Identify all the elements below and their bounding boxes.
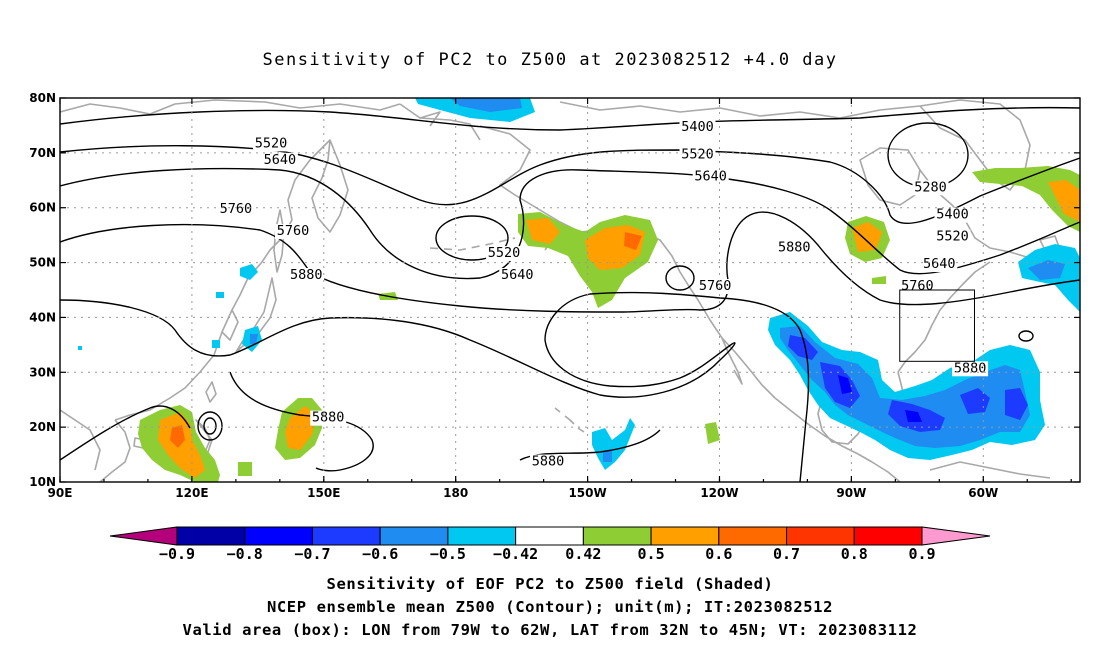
- caption-contour: NCEP ensemble mean Z500 (Contour); unit(…: [266, 598, 834, 616]
- contour-label-bg: [486, 246, 523, 262]
- colorbar-label: −0.6: [362, 545, 398, 563]
- colorbar-swatch: [718, 526, 788, 546]
- contour-label: 5760: [901, 278, 934, 294]
- longitude-label: 90E: [48, 486, 73, 500]
- contour-label-bg: [776, 240, 813, 256]
- contour-label-bg: [310, 410, 347, 426]
- contour-label-bg: [679, 119, 716, 135]
- contour-label-bg: [692, 169, 729, 185]
- contour-label: 5520: [936, 229, 969, 245]
- graticule: [60, 98, 1080, 482]
- colorbar-labels: −0.9 −0.8 −0.7 −0.6 −0.5 −0.42 0.42 0.5 0.6 0.7 0.…: [159, 545, 936, 563]
- valid-area-box: [899, 289, 975, 362]
- latitude-label: 40N: [29, 310, 56, 324]
- colorbar-swatch: [447, 526, 517, 546]
- colorbar-label: −0.7: [294, 545, 330, 563]
- caption-valid-area: Valid area (box): LON from 79W to 62W, L…: [182, 621, 918, 639]
- colorbar: [109, 526, 991, 546]
- latitude-label: 10N: [29, 475, 56, 489]
- contour-label-bg: [697, 279, 734, 294]
- latitude-label: 70N: [29, 146, 56, 160]
- z500-contours: [60, 106, 1080, 482]
- map-title: Sensitivity of PC2 to Z500 at 2023082512…: [262, 50, 838, 70]
- contour-label: 5880: [312, 410, 345, 426]
- contour-label-bg: [261, 152, 298, 168]
- contour-label-bg: [217, 202, 254, 218]
- contour-label: 5280: [914, 179, 947, 195]
- colorbar-label: 0.5: [638, 545, 665, 563]
- colorbar-label: −0.5: [430, 545, 466, 563]
- colorbar-high-extend: [921, 526, 991, 546]
- contour-label-bg: [679, 147, 716, 163]
- caption-shaded: Sensitivity of EOF PC2 to Z500 field (Sh…: [326, 575, 774, 593]
- contour-label-bg: [952, 361, 989, 377]
- latitude-label: 60N: [29, 201, 56, 215]
- contour-label: 5400: [936, 207, 969, 223]
- contour-labels: 5520564057605760588058805400552056405520…: [217, 119, 989, 470]
- latitude-label: 80N: [29, 91, 56, 105]
- colorbar-label: 0.6: [705, 545, 732, 563]
- contour-label-bg: [288, 268, 325, 284]
- longitude-label: 90W: [836, 486, 866, 500]
- longitude-label: 120W: [700, 486, 738, 500]
- longitude-labels: 90E 120E 150E 180 150W 120W 90W 60W: [48, 486, 999, 500]
- latitude-label: 20N: [29, 420, 56, 434]
- colorbar-label: 0.7: [773, 545, 800, 563]
- colorbar-swatch: [379, 526, 449, 546]
- contour-label: 5760: [220, 201, 253, 217]
- contour-label: 5880: [290, 267, 323, 283]
- longitude-label: 180: [443, 486, 468, 500]
- contour-label: 5880: [778, 240, 811, 256]
- colorbar-label: 0.8: [841, 545, 868, 563]
- contour-label-bg: [921, 257, 958, 273]
- contour-label-bg: [934, 229, 971, 245]
- contour-label: 5880: [954, 360, 987, 376]
- latitude-labels: 80N 70N 60N 50N 40N 30N 20N 10N: [29, 91, 56, 489]
- contour-label-bg: [253, 136, 290, 152]
- contour-label-bg: [530, 454, 567, 470]
- colorbar-swatch: [515, 526, 584, 546]
- contour-label-bg: [499, 268, 536, 284]
- colorbar-swatch: [853, 526, 923, 546]
- contour-label-bg: [912, 180, 949, 196]
- contour-label: 5400: [681, 119, 714, 135]
- contour-label: 5640: [694, 168, 727, 184]
- latitude-label: 50N: [29, 256, 56, 270]
- contour-label: 5640: [923, 256, 956, 272]
- map-frame: [59, 97, 1081, 483]
- colorbar-label: −0.9: [159, 545, 195, 563]
- colorbar-swatch: [244, 526, 313, 546]
- contour-label: 5760: [699, 278, 732, 294]
- contour-label: 5640: [264, 152, 297, 168]
- colorbar-label: 0.42: [565, 545, 601, 563]
- contour-label-bg: [934, 207, 971, 223]
- contour-label: 5640: [501, 267, 534, 283]
- colorbar-label: 0.9: [908, 545, 935, 563]
- colorbar-swatch: [650, 526, 720, 546]
- colorbar-swatch: [176, 526, 246, 546]
- longitude-label: 120E: [175, 486, 208, 500]
- colorbar-low-extend: [109, 526, 178, 546]
- contour-label-bg: [275, 224, 312, 240]
- colorbar-swatch: [311, 526, 381, 546]
- contour-label: 5520: [681, 146, 714, 162]
- map-ticks: [59, 97, 1080, 483]
- colorbar-label: −0.8: [227, 545, 263, 563]
- longitude-label: 150E: [307, 486, 340, 500]
- longitude-label: 60W: [968, 486, 998, 500]
- contour-label: 5520: [488, 245, 521, 261]
- colorbar-swatch: [786, 526, 855, 546]
- colorbar-label: −0.42: [493, 545, 538, 563]
- contour-label: 5760: [277, 223, 310, 239]
- contour-label: 5520: [255, 135, 288, 151]
- longitude-label: 150W: [568, 486, 606, 500]
- contour-label: 5880: [532, 454, 565, 470]
- latitude-label: 30N: [29, 365, 56, 379]
- colorbar-swatch: [582, 526, 652, 546]
